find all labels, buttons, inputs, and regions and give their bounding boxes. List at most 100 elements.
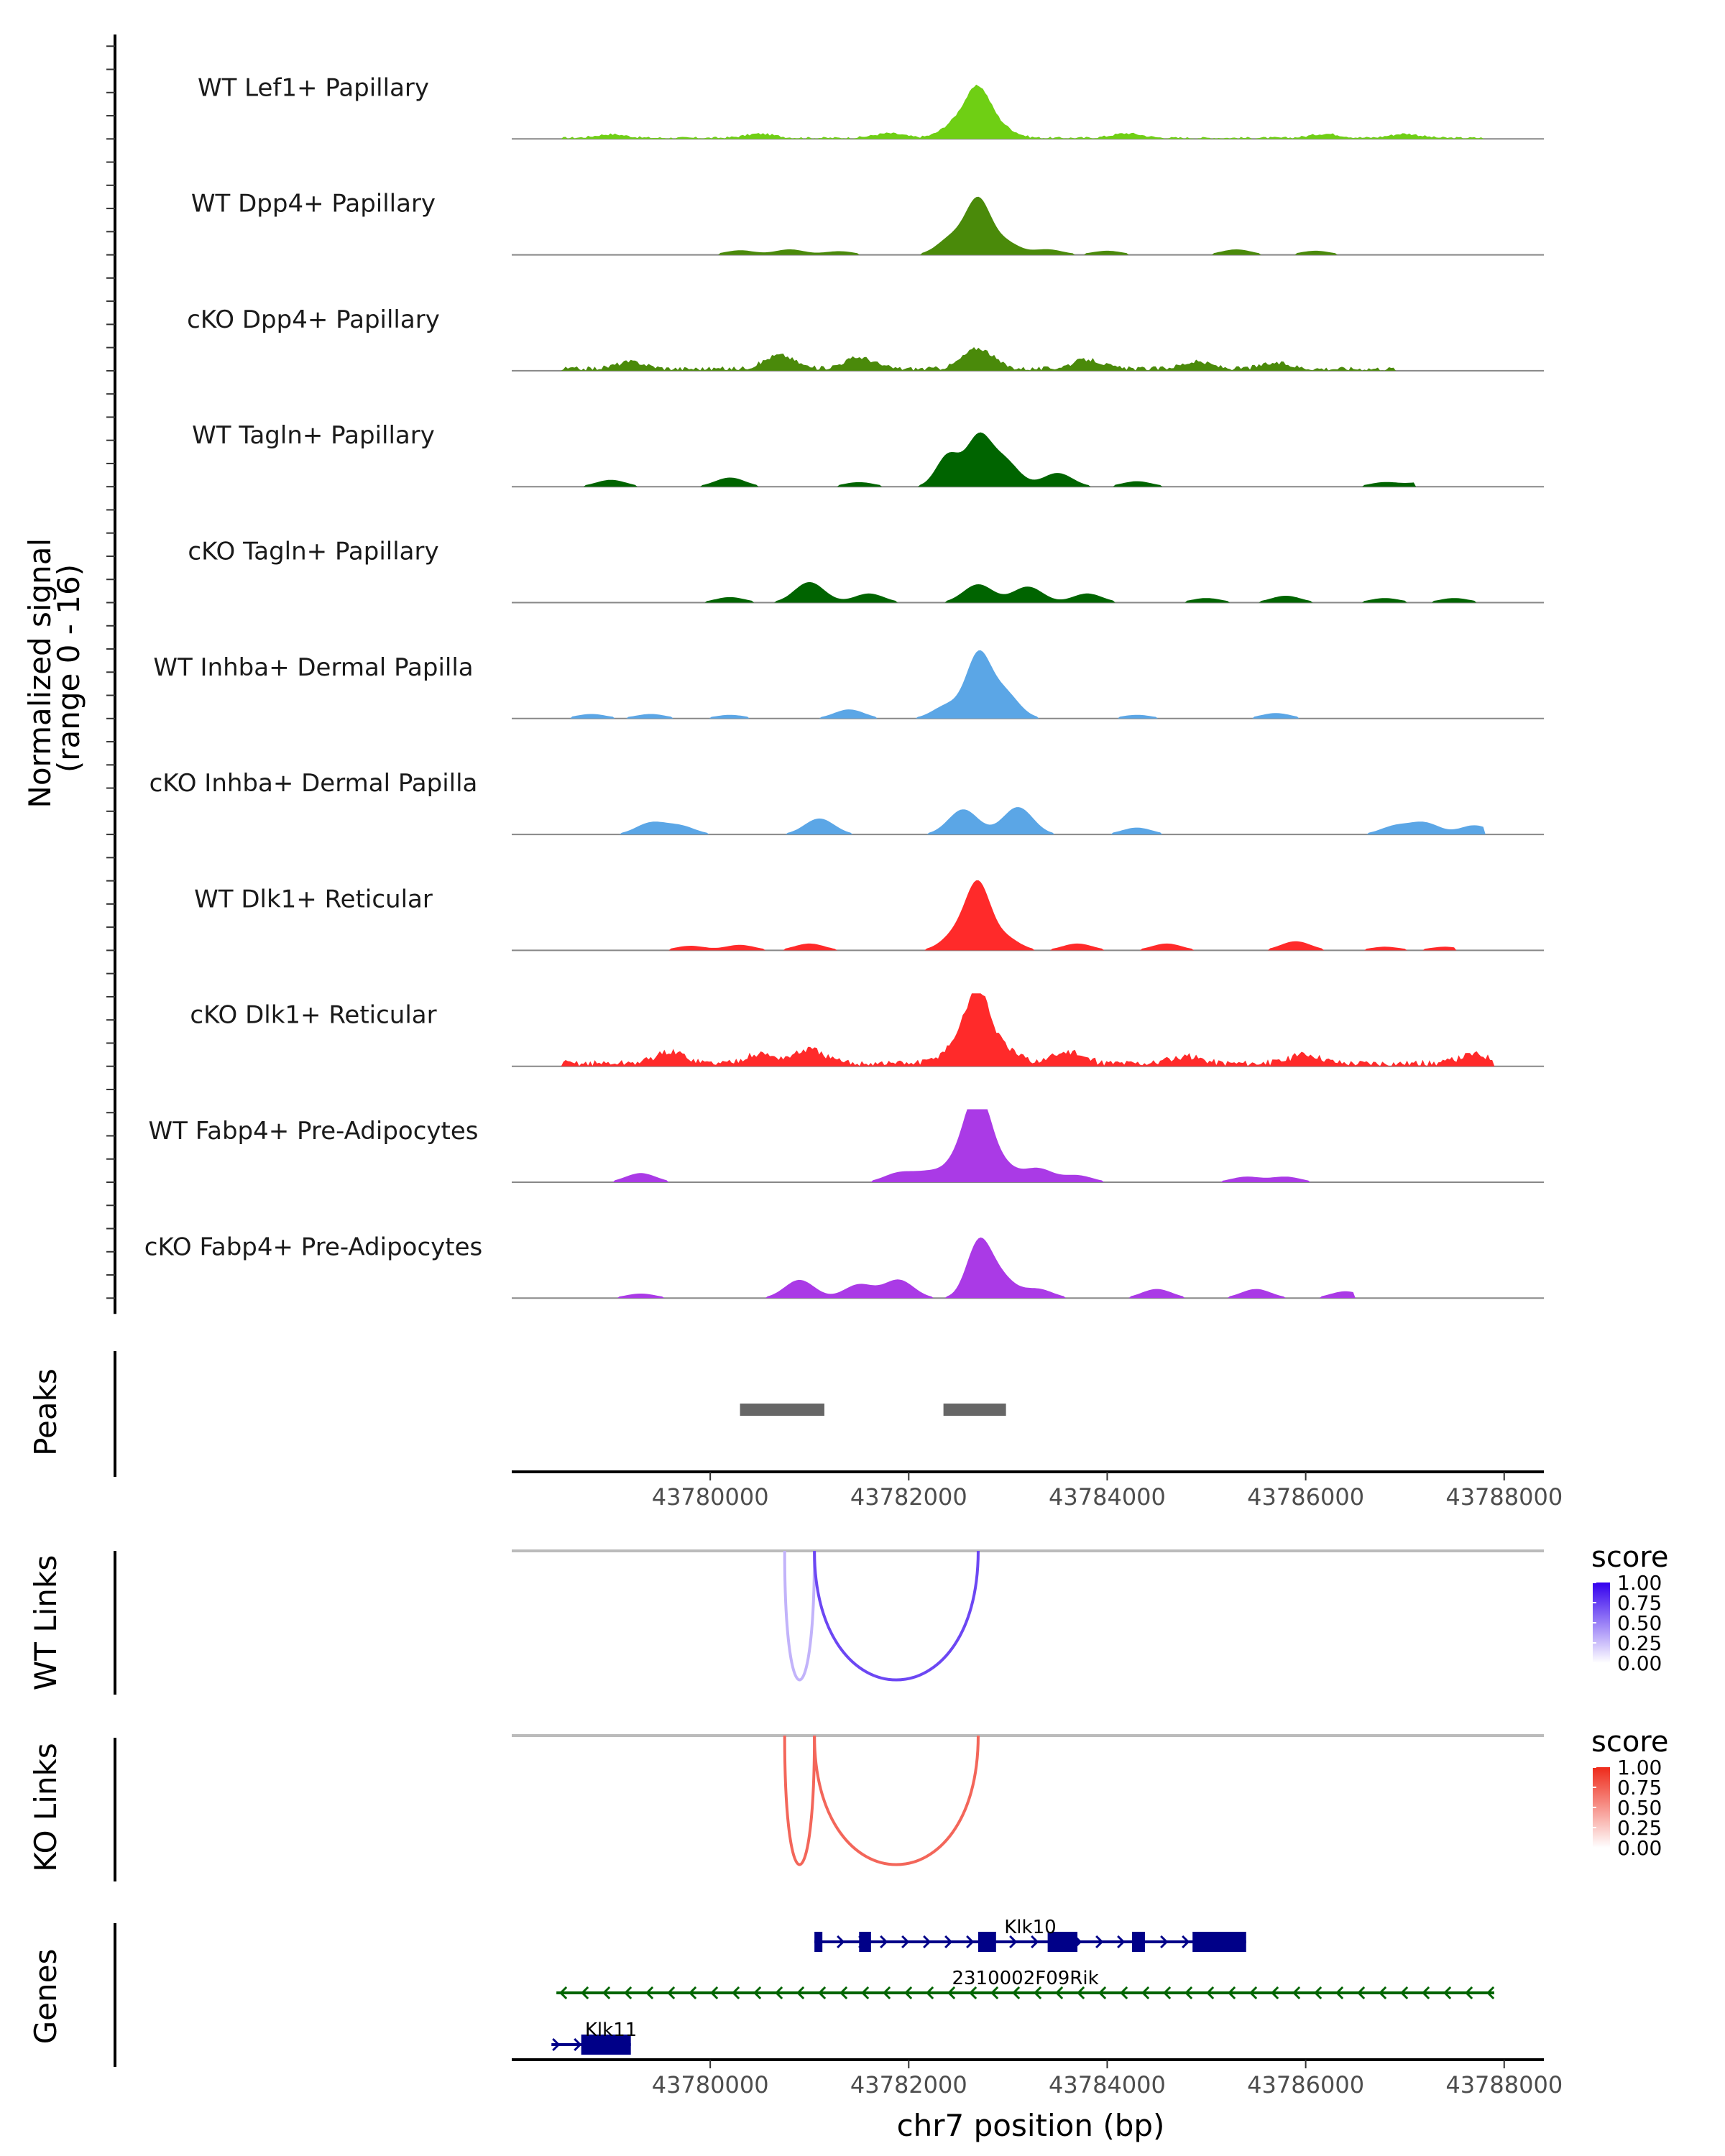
strand-arrow	[1249, 1986, 1258, 2000]
strand-arrow	[559, 1986, 568, 2000]
strand-arrow	[1292, 1986, 1301, 2000]
legend-tick-label: 1.00	[1617, 1571, 1662, 1595]
x-tick-label: 43788000	[1445, 2071, 1563, 2099]
legend-tick-label: 0.50	[1617, 1611, 1662, 1635]
coverage-area	[512, 1109, 1544, 1182]
coverage-track-cko-fabp4-pre-adipocytes: cKO Fabp4+ Pre-Adipocytes	[144, 1233, 1544, 1299]
strand-arrow	[966, 1935, 975, 1949]
x-axis-lower: 43780000 43782000 43784000 43786000 43788000	[512, 2058, 1563, 2099]
strand-arrow	[1271, 1986, 1279, 2000]
legend-tick-label: 0.50	[1617, 1796, 1662, 1820]
strand-arrow	[1034, 1986, 1042, 2000]
coverage-track-cko-tagln-papillary: cKO Tagln+ Papillary	[188, 538, 1544, 604]
x-tick-label: 43784000	[1049, 1483, 1166, 1511]
strand-arrow	[818, 1986, 827, 2000]
wt-links-label: WT Links	[28, 1555, 63, 1690]
x-tick-label: 43784000	[1049, 2071, 1166, 2099]
coverage-area	[512, 807, 1544, 835]
peak-region-2	[943, 1404, 1006, 1416]
strand-arrow	[1031, 1935, 1039, 1949]
gene-2310002f09rik: 2310002F09Rik	[556, 1968, 1495, 2000]
x-tick-label: 43786000	[1247, 1483, 1364, 1511]
strand-arrow	[837, 1935, 845, 1949]
coverage-track-label: cKO Dpp4+ Papillary	[187, 305, 440, 334]
strand-arrow	[689, 1986, 697, 2000]
wt-links-track	[512, 1549, 1544, 1682]
strand-arrow	[1357, 1986, 1366, 2000]
coverage-track-label: cKO Tagln+ Papillary	[188, 538, 438, 566]
strand-arrow	[574, 2037, 582, 2052]
strand-arrow	[1379, 1986, 1387, 2000]
coverage-track-wt-tagln-papillary: WT Tagln+ Papillary	[192, 421, 1544, 488]
gene-exon	[1192, 1932, 1246, 1952]
gene-exon	[978, 1932, 996, 1952]
coverage-area	[512, 880, 1544, 951]
strand-arrow	[1184, 1986, 1193, 2000]
strand-arrow	[1206, 1986, 1215, 2000]
strand-arrow	[1314, 1986, 1322, 2000]
strand-arrow	[710, 1986, 719, 2000]
strand-arrow	[944, 1935, 953, 1949]
strand-arrow	[1120, 1986, 1128, 2000]
strand-arrow	[1486, 1986, 1495, 2000]
coverage-track-cko-dlk1-reticular: cKO Dlk1+ Reticular	[190, 993, 1544, 1067]
coverage-track-wt-lef1-papillary: WT Lef1+ Papillary	[198, 73, 1544, 140]
coverage-track-wt-fabp4-pre-adipocytes: WT Fabp4+ Pre-Adipocytes	[149, 1109, 1544, 1183]
strand-arrow	[880, 1935, 888, 1949]
gene-label: Klk11	[585, 2019, 637, 2041]
strand-arrow	[861, 1986, 870, 2000]
coverage-track-cko-inhba-dermal-papilla: cKO Inhba+ Dermal Papilla	[150, 769, 1544, 836]
x-tick-label: 43782000	[850, 1483, 967, 1511]
y-axis-title-line-1: Normalized signal	[22, 538, 58, 808]
gene-klk10: Klk10	[814, 1917, 1246, 1952]
gene-label: 2310002F09Rik	[952, 1968, 1098, 1989]
link-arc-1	[783, 1735, 816, 1866]
coverage-area	[512, 993, 1544, 1067]
strand-arrow	[602, 1986, 611, 2000]
strand-arrow	[732, 1986, 740, 2000]
coverage-track-label: WT Lef1+ Papillary	[198, 73, 429, 102]
coverage-track-label: WT Inhba+ Dermal Papilla	[153, 653, 473, 682]
strand-arrow	[990, 1986, 999, 2000]
x-axis-upper: 43780000 43782000 43784000 43786000 43788000	[512, 1470, 1563, 1511]
strand-arrow	[624, 1986, 632, 2000]
legend-tick-label: 0.25	[1617, 1816, 1662, 1840]
coverage-area	[512, 84, 1544, 139]
coverage-y-axis	[106, 34, 116, 1314]
legend-title: score	[1591, 1726, 1668, 1759]
strand-arrow	[581, 1986, 589, 2000]
legend-title: score	[1591, 1541, 1668, 1574]
coverage-area	[512, 432, 1544, 487]
coverage-track-label: cKO Inhba+ Dermal Papilla	[150, 769, 478, 798]
x-tick-label: 43780000	[652, 1483, 769, 1511]
strand-arrow	[883, 1986, 891, 2000]
strand-arrow	[1012, 1986, 1021, 2000]
strand-arrow	[667, 1986, 676, 2000]
gene-exon	[859, 1932, 871, 1952]
strand-arrow	[1009, 1935, 1018, 1949]
genes-track: Klk10 2310002F09Rik Klk11	[551, 1917, 1495, 2055]
strand-arrow	[1141, 1986, 1150, 2000]
coverage-tracks: WT Lef1+ Papillary WT Dpp4+ Papillary cKO …	[144, 73, 1544, 1299]
strand-arrow	[923, 1935, 932, 1949]
coverage-area	[512, 650, 1544, 719]
coverage-track-label: WT Fabp4+ Pre-Adipocytes	[149, 1117, 479, 1146]
legend-tick-label: 0.00	[1617, 1651, 1662, 1675]
strand-arrow	[840, 1986, 848, 2000]
coverage-track-wt-dlk1-reticular: WT Dlk1+ Reticular	[194, 880, 1544, 952]
coverage-area	[512, 1237, 1544, 1299]
gene-exon	[1047, 1932, 1078, 1952]
strand-arrow	[1335, 1986, 1344, 2000]
strand-arrow	[901, 1935, 910, 1949]
legend-tick-label: 0.25	[1617, 1631, 1662, 1655]
peak-region-1	[740, 1404, 824, 1416]
coverage-track-cko-dpp4-papillary: cKO Dpp4+ Papillary	[187, 305, 1544, 372]
strand-arrow	[1228, 1986, 1236, 2000]
x-tick-label: 43788000	[1445, 1483, 1563, 1511]
strand-arrow	[1055, 1986, 1064, 2000]
strand-arrow	[1443, 1986, 1452, 2000]
genes-track-label: Genes	[28, 1949, 63, 2045]
y-axis-title: Normalized signal (range 0 - 16)	[22, 528, 86, 808]
